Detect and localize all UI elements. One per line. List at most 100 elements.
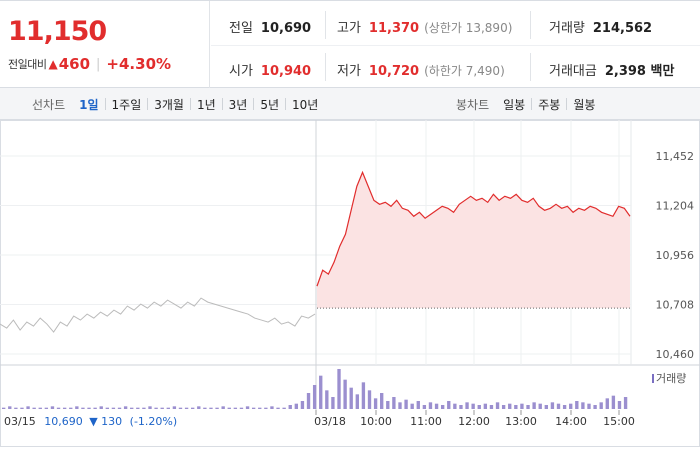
volume-bar (123, 406, 128, 409)
volume-bar (489, 405, 494, 409)
period-3year[interactable]: 3년 (228, 97, 248, 112)
volume-bar (501, 405, 506, 409)
volume-bar (203, 407, 207, 409)
x-tick-label: 10:00 (360, 415, 392, 428)
stat-high: 고가 11,370 (상한가 13,890) (337, 17, 512, 36)
stat-prev-close: 전일 10,690 (229, 17, 311, 36)
volume-bar (349, 387, 353, 409)
volume-bar (191, 407, 195, 409)
volume-bar (38, 407, 42, 409)
volume-bar (227, 407, 231, 409)
stat-label: 거래대금 (549, 64, 597, 79)
stat-divider (530, 11, 531, 39)
volume-bar (526, 405, 530, 409)
period-1day[interactable]: 1일 (79, 97, 99, 112)
price-box: 11,150 전일대비 ▲ 460 | +4.30% (0, 1, 210, 88)
volume-bar (495, 402, 500, 409)
volume-bar (367, 390, 372, 409)
period-10year[interactable]: 10년 (292, 97, 319, 112)
volume-bar (465, 402, 469, 409)
y-tick-label: 11,204 (656, 200, 695, 213)
volume-bar (380, 393, 384, 409)
period-5year[interactable]: 5년 (260, 97, 280, 112)
candle-weekly[interactable]: 주봉 (538, 97, 561, 112)
volume-bar (617, 401, 622, 409)
volume-bar (300, 401, 305, 409)
y-tick-label: 10,460 (656, 348, 695, 361)
volume-legend: 거래량 (652, 372, 686, 385)
upper-limit: (상한가 13,890) (424, 21, 513, 35)
volume-bar (294, 403, 299, 409)
volume-bar (75, 406, 79, 409)
volume-bar (453, 403, 457, 409)
stock-summary-header: 11,150 전일대비 ▲ 460 | +4.30% 전일 10,690 고가 … (0, 0, 700, 88)
x-tick-label: 15:00 (603, 415, 635, 428)
candle-daily[interactable]: 일봉 (503, 97, 526, 112)
volume-bar (93, 407, 97, 409)
volume-bar (562, 405, 567, 409)
volume-bar (69, 407, 73, 409)
volume-bar (111, 407, 116, 409)
lower-limit: (하한가 7,490) (424, 64, 505, 78)
volume-bar (520, 403, 524, 409)
stat-label: 저가 (337, 64, 361, 79)
period-1year[interactable]: 1년 (196, 97, 216, 112)
volume-bar (416, 401, 420, 409)
stat-value: 10,940 (260, 64, 312, 79)
volume-bar (81, 407, 85, 409)
x-tick-label: 03/18 (314, 415, 346, 428)
stat-divider (325, 53, 326, 81)
period-3month[interactable]: 3개월 (154, 97, 184, 112)
stat-trade-value: 거래대금 2,398 백만 (549, 60, 674, 79)
stat-divider (530, 53, 531, 81)
change-row: 전일대비 ▲ 460 | +4.30% (8, 55, 171, 73)
volume-bar (282, 407, 286, 409)
volume-bar (550, 402, 555, 409)
volume-bar (136, 407, 140, 409)
volume-bar (331, 397, 335, 409)
period-divider (189, 98, 191, 110)
prev-day-percent: (-1.20%) (130, 415, 178, 428)
chart-toolbar: 선차트 1일 1주일 3개월 1년 3년 5년 10년 봉차트 일봉 주봉 월봉 (0, 88, 700, 120)
volume-bar (251, 407, 256, 409)
volume-bar (471, 403, 475, 409)
volume-bar (544, 405, 548, 409)
prev-day-info: 03/15 10,690 ▼ 130 (-1.20%) (4, 415, 177, 428)
volume-bar (508, 403, 512, 409)
y-tick-label: 10,708 (656, 299, 695, 312)
current-price: 11,150 (8, 16, 107, 47)
volume-bar (587, 403, 591, 409)
volume-bar (154, 407, 158, 409)
volume-bar (270, 406, 274, 409)
volume-bar (245, 406, 250, 409)
volume-bar (428, 402, 433, 409)
candle-monthly[interactable]: 월봉 (573, 97, 596, 112)
volume-bar (434, 403, 439, 409)
volume-bar (386, 401, 390, 409)
stat-volume: 거래량 214,562 (549, 17, 652, 36)
volume-bar (276, 407, 280, 409)
today-area (317, 172, 630, 309)
volume-bar (209, 407, 213, 409)
volume-bar (50, 406, 55, 409)
volume-bar (556, 403, 561, 409)
volume-bar (337, 369, 341, 409)
up-triangle-icon: ▲ (48, 57, 58, 71)
volume-bar (62, 407, 67, 409)
volume-bar (599, 402, 603, 409)
volume-bar (105, 407, 110, 409)
volume-bar (392, 397, 396, 409)
period-divider (253, 98, 255, 110)
period-1week[interactable]: 1주일 (111, 97, 142, 112)
volume-bar (197, 406, 201, 409)
stat-open: 시가 10,940 (229, 60, 311, 79)
volume-bar (575, 401, 579, 409)
prev-day-line (0, 297, 316, 333)
volume-bar (264, 407, 268, 409)
y-axis: 11,452 11,204 10,956 10,708 10,460 (656, 150, 695, 361)
stat-label: 고가 (337, 21, 361, 36)
volume-bar (483, 403, 488, 409)
y-tick-label: 11,452 (656, 150, 695, 163)
